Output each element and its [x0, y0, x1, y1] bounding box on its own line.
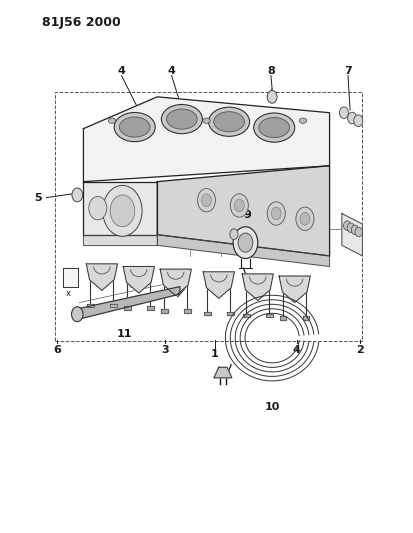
Circle shape: [233, 227, 258, 259]
Polygon shape: [204, 312, 211, 316]
Polygon shape: [157, 166, 330, 256]
Circle shape: [344, 221, 351, 230]
Polygon shape: [83, 235, 157, 245]
Polygon shape: [227, 312, 234, 316]
Polygon shape: [123, 266, 154, 293]
Polygon shape: [83, 97, 330, 182]
Circle shape: [110, 195, 135, 227]
Circle shape: [348, 112, 357, 124]
Text: x: x: [130, 281, 135, 290]
Circle shape: [103, 185, 142, 236]
Circle shape: [197, 189, 216, 212]
Polygon shape: [243, 314, 249, 317]
Ellipse shape: [119, 117, 150, 137]
Text: 5: 5: [35, 192, 42, 203]
Ellipse shape: [166, 109, 197, 129]
Text: x: x: [66, 288, 71, 297]
Circle shape: [71, 307, 83, 321]
Circle shape: [339, 107, 349, 118]
Circle shape: [89, 197, 107, 220]
Polygon shape: [279, 276, 310, 303]
Text: 81J56 2000: 81J56 2000: [43, 16, 121, 29]
Ellipse shape: [203, 118, 210, 123]
Polygon shape: [124, 306, 131, 310]
Polygon shape: [147, 306, 154, 310]
Text: 4: 4: [168, 66, 176, 76]
Circle shape: [300, 213, 310, 225]
Text: 8: 8: [267, 66, 275, 76]
Ellipse shape: [209, 107, 249, 136]
Text: 3: 3: [161, 345, 169, 355]
Circle shape: [235, 199, 244, 212]
Circle shape: [238, 233, 253, 252]
Text: 6: 6: [53, 345, 61, 355]
Circle shape: [72, 188, 83, 202]
Text: 9: 9: [244, 210, 252, 220]
Polygon shape: [266, 314, 273, 317]
Circle shape: [296, 207, 314, 230]
Ellipse shape: [214, 112, 244, 132]
Polygon shape: [87, 304, 94, 308]
Polygon shape: [110, 304, 116, 308]
Ellipse shape: [114, 112, 155, 142]
Text: 7: 7: [344, 66, 352, 76]
Text: 1: 1: [211, 349, 218, 359]
Ellipse shape: [254, 113, 295, 142]
Polygon shape: [86, 264, 117, 290]
Polygon shape: [161, 309, 168, 313]
Polygon shape: [303, 316, 309, 319]
Text: 2: 2: [356, 345, 364, 355]
Circle shape: [355, 227, 362, 237]
Ellipse shape: [109, 118, 116, 123]
Circle shape: [202, 194, 211, 207]
Ellipse shape: [259, 117, 290, 138]
Ellipse shape: [161, 104, 202, 134]
Circle shape: [271, 207, 281, 220]
Polygon shape: [157, 235, 330, 266]
Text: 4: 4: [293, 345, 301, 355]
Ellipse shape: [299, 118, 306, 123]
Circle shape: [230, 194, 248, 217]
Polygon shape: [280, 316, 287, 319]
Text: 4: 4: [118, 66, 126, 76]
Circle shape: [354, 115, 363, 126]
Polygon shape: [83, 182, 157, 235]
Polygon shape: [160, 269, 191, 296]
Circle shape: [267, 91, 277, 103]
Polygon shape: [342, 214, 362, 256]
Polygon shape: [214, 367, 232, 378]
Polygon shape: [203, 272, 235, 298]
Polygon shape: [184, 309, 190, 313]
Text: 11: 11: [117, 329, 132, 340]
Circle shape: [351, 225, 359, 235]
Circle shape: [347, 223, 355, 232]
Text: 10: 10: [264, 402, 280, 412]
Polygon shape: [77, 287, 180, 319]
Circle shape: [230, 229, 238, 239]
Circle shape: [267, 202, 285, 225]
Polygon shape: [242, 274, 273, 301]
Bar: [55, 92, 362, 341]
Polygon shape: [63, 268, 78, 287]
